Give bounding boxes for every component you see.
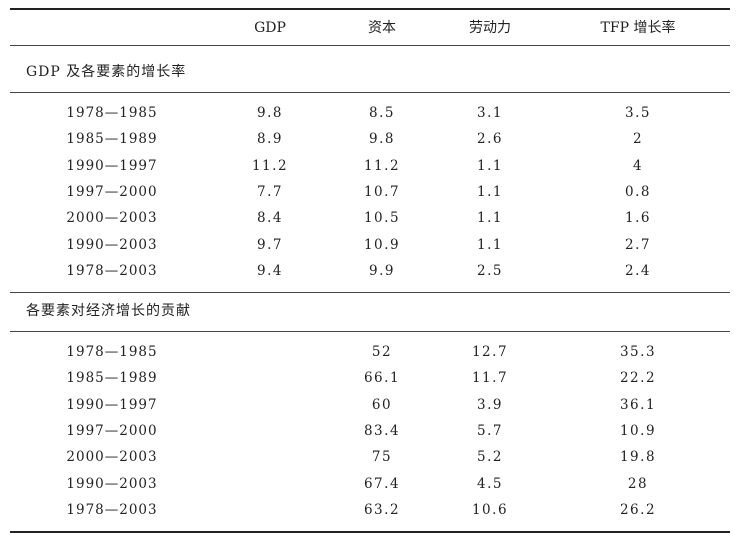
section-divider-rule	[10, 292, 730, 293]
table-cell-period: 2000—2003	[66, 449, 158, 466]
table-cell-capital: 9.9	[369, 262, 395, 279]
table-cell-capital: 63.2	[363, 501, 401, 518]
table-cell-capital: 9.8	[369, 131, 395, 148]
header-capital: 资本	[368, 20, 396, 36]
header-labor: 劳动力	[469, 20, 511, 36]
table-cell-tfp: 28	[627, 475, 649, 492]
table-cell-labor: 3.9	[477, 396, 503, 413]
table-cell-tfp: 36.1	[619, 396, 657, 413]
table-cell-tfp: 1.6	[625, 210, 651, 227]
table-cell-tfp: 2.4	[625, 262, 651, 279]
table-cell-tfp: 35.3	[619, 344, 657, 360]
table-cell-tfp: 10.9	[619, 422, 657, 439]
table-cell-capital: 10.7	[363, 183, 401, 200]
table-cell-tfp: 2	[632, 131, 644, 148]
table-cell-period: 1990—2003	[66, 236, 158, 253]
table-cell-capital: 75	[371, 449, 393, 466]
table-cell-labor: 1.1	[477, 183, 503, 200]
table-cell-gdp: 9.8	[257, 105, 283, 121]
table-cell-capital: 11.2	[363, 157, 401, 174]
table-cell-gdp: 7.7	[257, 183, 283, 200]
table-cell-gdp	[230, 444, 310, 470]
table-cell-period: 1990—1997	[66, 157, 158, 174]
table-cell-labor: 2.6	[477, 131, 503, 148]
table-top-rule	[10, 8, 730, 10]
section-growth-title: GDP 及各要素的增长率	[26, 64, 187, 80]
header-tfp: TFP 增长率	[600, 20, 676, 36]
table-cell-gdp: 8.4	[257, 210, 283, 227]
table-cell-labor: 12.7	[471, 344, 509, 360]
table-cell-labor: 2.5	[477, 262, 503, 279]
table-cell-gdp: 8.9	[257, 131, 283, 148]
table-cell-gdp	[230, 339, 310, 365]
table-cell-tfp: 22.2	[619, 370, 657, 387]
table-cell-labor: 11.7	[471, 370, 509, 387]
table-cell-gdp	[230, 497, 310, 523]
table-cell-capital: 66.1	[363, 370, 401, 387]
table-cell-labor: 1.1	[477, 157, 503, 174]
table-cell-tfp: 0.8	[625, 183, 651, 200]
table-cell-period: 1990—1997	[66, 396, 158, 413]
table-cell-gdp	[230, 365, 310, 391]
table-cell-period: 1985—1989	[66, 370, 158, 387]
header-gdp: GDP	[254, 20, 286, 36]
table-cell-capital: 10.9	[363, 236, 401, 253]
table-cell-period: 1997—2000	[66, 183, 158, 200]
table-cell-tfp: 3.5	[625, 105, 651, 121]
table-cell-period: 1997—2000	[66, 422, 158, 439]
table-cell-tfp: 4	[632, 157, 644, 174]
table-cell-capital: 52	[371, 344, 393, 360]
table-cell-gdp	[230, 418, 310, 444]
table-cell-tfp: 2.7	[625, 236, 651, 253]
table-cell-gdp	[230, 392, 310, 418]
table-cell-labor: 5.7	[477, 422, 503, 439]
table-cell-tfp: 26.2	[619, 501, 657, 518]
table-cell-labor: 3.1	[477, 105, 503, 121]
table-cell-capital: 8.5	[369, 105, 395, 121]
table-cell-period: 1985—1989	[66, 131, 158, 148]
table-cell-period: 1978—2003	[66, 262, 158, 279]
table-cell-labor: 10.6	[471, 501, 509, 518]
table-cell-period: 1978—1985	[66, 344, 158, 360]
table-cell-period: 2000—2003	[66, 210, 158, 227]
table-cell-labor: 1.1	[477, 210, 503, 227]
table-cell-capital: 60	[371, 396, 393, 413]
table-cell-labor: 5.2	[477, 449, 503, 466]
table-cell-gdp: 9.4	[257, 262, 283, 279]
table-cell-capital: 83.4	[363, 422, 401, 439]
table-cell-capital: 10.5	[363, 210, 401, 227]
table-cell-period: 1978—1985	[66, 105, 158, 121]
section-contribution-rule	[10, 331, 730, 332]
table-cell-gdp	[230, 471, 310, 497]
table-cell-capital: 67.4	[363, 475, 401, 492]
table-bottom-rule	[10, 531, 730, 533]
section-growth-rule	[10, 92, 730, 93]
header-rule	[10, 45, 730, 46]
table-cell-period: 1978—2003	[66, 501, 158, 518]
table-cell-tfp: 19.8	[619, 449, 657, 466]
table-cell-gdp: 11.2	[251, 157, 289, 174]
section-contribution-title: 各要素对经济增长的贡献	[26, 303, 191, 319]
table-cell-labor: 1.1	[477, 236, 503, 253]
table-cell-gdp: 9.7	[257, 236, 283, 253]
table-cell-period: 1990—2003	[66, 475, 158, 492]
table-cell-labor: 4.5	[477, 475, 503, 492]
